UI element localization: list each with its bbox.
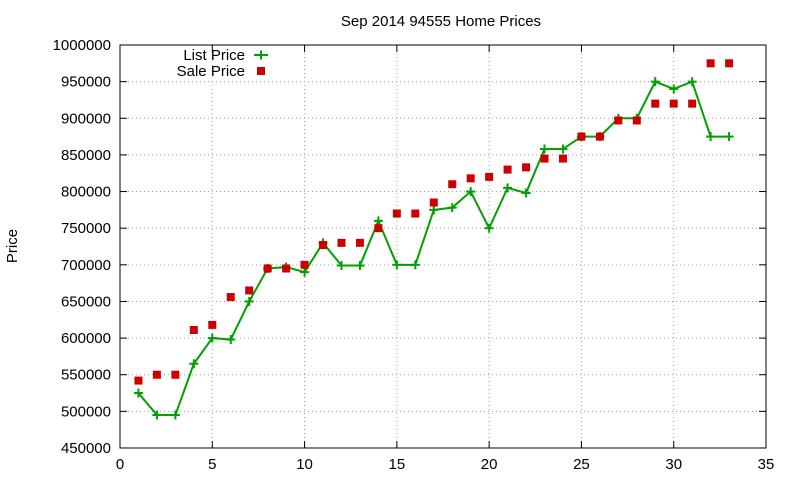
sale-price-point <box>577 132 586 141</box>
list-price-point <box>429 205 439 215</box>
list-price-point <box>521 188 531 198</box>
list-price-point <box>687 77 697 87</box>
list-price-point <box>558 144 568 154</box>
sale-price-point <box>374 224 383 233</box>
x-tick-label: 10 <box>296 456 313 473</box>
list-price-line <box>137 80 730 417</box>
list-price-point <box>484 223 494 233</box>
sale-price-point <box>411 209 420 218</box>
list-price-point <box>207 333 217 343</box>
y-tick-label: 700000 <box>61 257 111 274</box>
axis-ticks: 450000 500000 550000 600000 650000 700000 7500… <box>53 37 775 473</box>
list-price-point <box>650 77 660 87</box>
sale-price-point <box>282 264 291 273</box>
y-tick-label: 850000 <box>61 147 111 164</box>
y-tick-label: 800000 <box>61 184 111 201</box>
legend-label: List Price <box>183 47 245 64</box>
sale-price-point <box>171 370 180 379</box>
y-tick-label: 600000 <box>61 330 111 347</box>
sale-price-point <box>558 154 567 163</box>
x-tick-label: 30 <box>665 456 682 473</box>
sale-price-point <box>522 163 531 172</box>
sale-price-point <box>226 293 235 302</box>
list-price-point <box>133 388 143 398</box>
list-price-point <box>170 410 180 420</box>
sale-price-point <box>337 238 346 247</box>
list-price-point <box>540 144 550 154</box>
sale-price-point <box>300 260 309 269</box>
sale-price-point <box>466 174 475 183</box>
legend-square-marker <box>257 67 265 75</box>
sale-price-point <box>134 376 143 385</box>
sale-price-point <box>485 172 494 181</box>
sale-price-point <box>448 180 457 189</box>
legend-plus-marker <box>256 50 266 60</box>
legend-item: List Price <box>183 47 268 64</box>
list-price-point <box>503 183 513 193</box>
list-price-point <box>447 203 457 213</box>
y-tick-label: 650000 <box>61 293 111 310</box>
legend-label: Sale Price <box>177 63 245 80</box>
y-tick-label: 950000 <box>61 74 111 91</box>
list-price-point <box>336 261 346 271</box>
sale-price-point <box>245 286 254 295</box>
x-tick-label: 25 <box>573 456 590 473</box>
sale-price-point <box>706 59 715 68</box>
sale-price-point <box>152 370 161 379</box>
list-price-point <box>189 359 199 369</box>
list-price-point <box>244 296 254 306</box>
y-tick-label: 450000 <box>61 440 111 457</box>
sale-price-point <box>651 99 660 108</box>
y-tick-label: 750000 <box>61 220 111 237</box>
series-list-price <box>133 77 734 420</box>
x-tick-label: 5 <box>208 456 216 473</box>
sale-price-point <box>725 59 734 68</box>
plot-area-border <box>119 44 767 449</box>
sale-price-point <box>208 320 217 329</box>
y-tick-label: 900000 <box>61 110 111 127</box>
legend-item: Sale Price <box>177 63 265 80</box>
x-tick-label: 15 <box>389 456 406 473</box>
chart-title: Sep 2014 94555 Home Prices <box>341 13 541 30</box>
list-price-point <box>669 84 679 94</box>
list-price-point <box>392 260 402 270</box>
x-tick-label: 20 <box>481 456 498 473</box>
list-price-point <box>410 260 420 270</box>
sale-price-point <box>503 165 512 174</box>
sale-price-point <box>355 238 364 247</box>
sale-price-point <box>632 116 641 125</box>
list-price-point <box>706 132 716 142</box>
y-tick-label: 500000 <box>61 403 111 420</box>
list-price-point <box>355 261 365 271</box>
sale-price-point <box>595 132 604 141</box>
sale-price-point <box>189 326 198 335</box>
sale-price-point <box>263 264 272 273</box>
y-axis-label: Price <box>4 229 21 263</box>
x-tick-label: 0 <box>116 456 124 473</box>
x-tick-label: 35 <box>758 456 775 473</box>
sale-price-point <box>669 99 678 108</box>
list-price-point <box>300 267 310 277</box>
list-price-point <box>152 410 162 420</box>
sale-price-point <box>429 198 438 207</box>
grid-lines <box>120 45 766 448</box>
data-series <box>133 59 734 420</box>
list-price-point <box>373 216 383 226</box>
sale-price-point <box>614 116 623 125</box>
sale-price-point <box>392 209 401 218</box>
y-tick-label: 1000000 <box>53 37 111 54</box>
list-price-point <box>226 335 236 345</box>
list-price-point <box>724 132 734 142</box>
series-sale-price <box>134 59 734 385</box>
sale-price-point <box>319 241 328 250</box>
sale-price-point <box>688 99 697 108</box>
sale-price-point <box>540 154 549 163</box>
y-tick-label: 550000 <box>61 367 111 384</box>
list-price-point <box>466 187 476 197</box>
